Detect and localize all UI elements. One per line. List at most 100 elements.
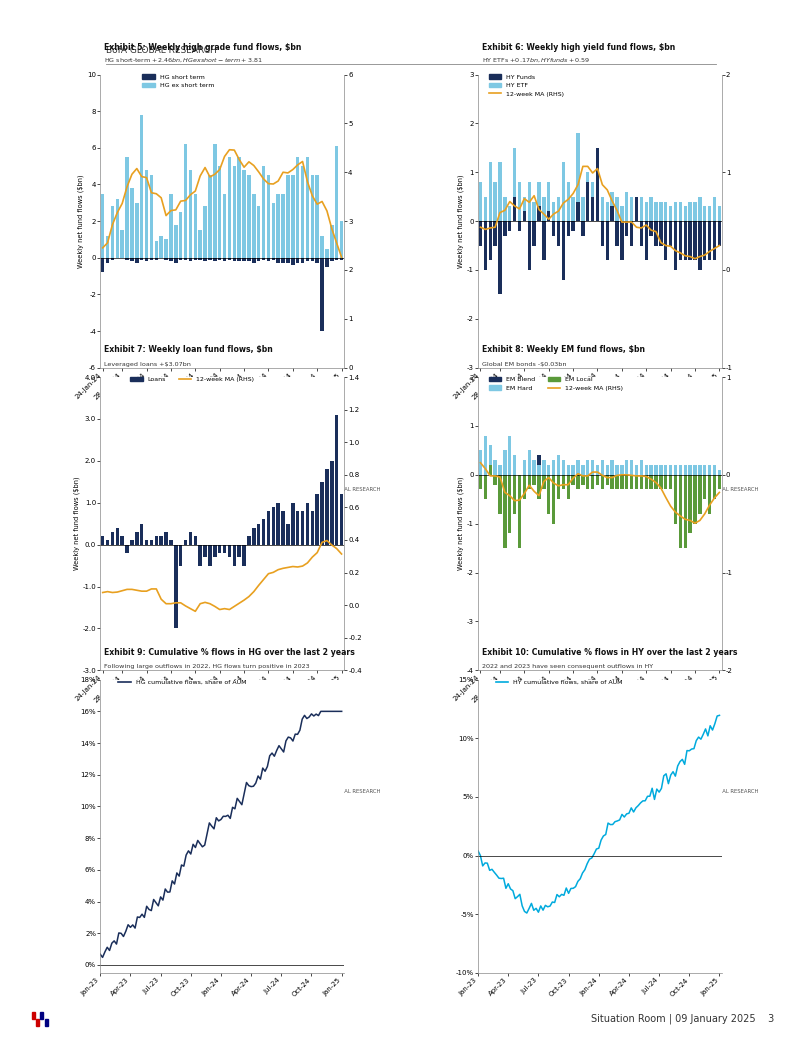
Bar bbox=[537, 183, 541, 221]
Bar bbox=[601, 460, 604, 475]
Bar bbox=[669, 465, 672, 475]
Bar bbox=[155, 536, 158, 544]
Bar bbox=[591, 460, 594, 475]
Bar bbox=[479, 221, 482, 246]
Bar bbox=[693, 465, 697, 475]
Bar bbox=[654, 201, 658, 221]
Bar bbox=[518, 475, 521, 549]
Y-axis label: Weekly net fund flows ($bn): Weekly net fund flows ($bn) bbox=[458, 477, 464, 570]
Bar bbox=[282, 511, 285, 544]
Text: Exhibit 9: Cumulative % flows in HG over the last 2 years: Exhibit 9: Cumulative % flows in HG over… bbox=[104, 648, 355, 656]
Bar bbox=[606, 465, 609, 475]
Bar bbox=[683, 206, 687, 221]
Bar bbox=[581, 465, 585, 475]
Bar bbox=[326, 249, 329, 258]
Bar bbox=[699, 475, 702, 489]
Bar bbox=[635, 201, 638, 221]
Bar bbox=[498, 221, 502, 295]
Bar bbox=[625, 192, 629, 221]
Bar bbox=[693, 221, 697, 260]
Bar bbox=[713, 475, 716, 499]
Bar bbox=[699, 197, 702, 221]
Bar bbox=[233, 166, 236, 258]
Bar bbox=[523, 475, 526, 499]
Bar bbox=[310, 258, 314, 261]
Bar bbox=[310, 175, 314, 258]
Bar bbox=[577, 460, 580, 475]
Bar bbox=[542, 221, 545, 260]
Bar bbox=[291, 503, 294, 544]
Bar bbox=[606, 470, 609, 475]
Bar bbox=[625, 470, 629, 475]
Bar bbox=[291, 258, 294, 265]
Bar bbox=[664, 221, 667, 260]
Bar bbox=[169, 540, 172, 544]
Bar bbox=[115, 199, 119, 258]
Bar bbox=[106, 258, 109, 263]
Bar bbox=[503, 197, 507, 221]
Y-axis label: Weekly net fund flows ($bn): Weekly net fund flows ($bn) bbox=[73, 477, 79, 570]
Text: BofA GLOBAL RESEARCH: BofA GLOBAL RESEARCH bbox=[694, 789, 759, 794]
Bar bbox=[296, 258, 299, 263]
Bar bbox=[542, 465, 545, 475]
Bar bbox=[606, 475, 609, 484]
Bar bbox=[557, 475, 561, 499]
Bar bbox=[586, 470, 589, 475]
Bar bbox=[581, 221, 585, 235]
Bar bbox=[640, 460, 643, 475]
Bar bbox=[242, 258, 245, 261]
Bar bbox=[528, 183, 531, 221]
Bar bbox=[340, 258, 343, 259]
Bar bbox=[130, 540, 134, 544]
Bar bbox=[566, 475, 570, 499]
Bar bbox=[267, 175, 270, 258]
Bar bbox=[503, 221, 507, 235]
Bar bbox=[640, 197, 643, 221]
Bar bbox=[493, 465, 496, 475]
Bar bbox=[669, 206, 672, 221]
Bar bbox=[683, 475, 687, 489]
Bar bbox=[310, 511, 314, 544]
Bar bbox=[213, 544, 217, 557]
Bar bbox=[513, 475, 516, 514]
Bar bbox=[140, 258, 144, 259]
Bar bbox=[610, 192, 614, 221]
Bar bbox=[577, 201, 580, 221]
Bar bbox=[518, 475, 521, 489]
Bar bbox=[547, 475, 550, 514]
Bar bbox=[699, 221, 702, 270]
Bar bbox=[708, 221, 711, 260]
Bar bbox=[179, 212, 182, 258]
Bar bbox=[301, 166, 304, 258]
Bar bbox=[184, 540, 187, 544]
Bar bbox=[703, 206, 707, 221]
Bar bbox=[606, 221, 609, 260]
Bar bbox=[523, 197, 526, 221]
Bar bbox=[272, 258, 275, 259]
Bar bbox=[610, 460, 614, 475]
Bar bbox=[261, 166, 265, 258]
Bar bbox=[228, 258, 231, 259]
Bar bbox=[561, 221, 565, 280]
Bar bbox=[479, 475, 482, 489]
Bar bbox=[713, 465, 716, 475]
Bar bbox=[257, 258, 261, 261]
Bar bbox=[247, 536, 251, 544]
Y-axis label: Weekly net fund flows ($bn): Weekly net fund flows ($bn) bbox=[78, 174, 84, 268]
Bar bbox=[503, 475, 507, 549]
Bar bbox=[277, 503, 280, 544]
Bar bbox=[523, 475, 526, 489]
Bar bbox=[488, 221, 492, 260]
Bar bbox=[678, 475, 682, 549]
Bar bbox=[566, 183, 570, 221]
Bar bbox=[498, 475, 502, 499]
Bar bbox=[523, 460, 526, 475]
Bar bbox=[615, 465, 618, 475]
Bar bbox=[537, 206, 541, 221]
Bar bbox=[135, 532, 139, 544]
Bar bbox=[664, 201, 667, 221]
Text: Leveraged loans +$3.07bn: Leveraged loans +$3.07bn bbox=[104, 362, 191, 367]
Bar bbox=[233, 258, 236, 261]
Bar bbox=[703, 221, 707, 260]
Bar bbox=[581, 475, 585, 484]
